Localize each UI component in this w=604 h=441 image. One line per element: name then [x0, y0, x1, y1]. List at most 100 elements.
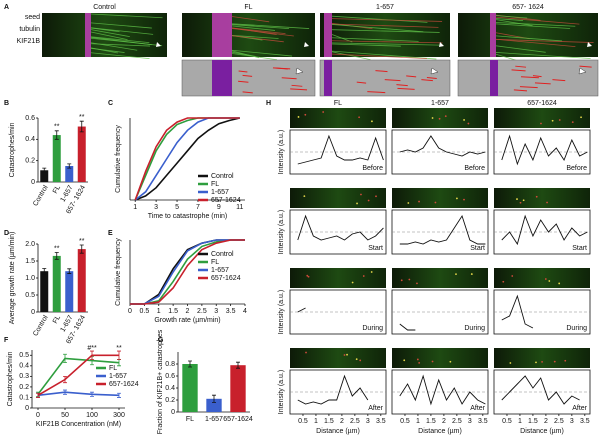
- y-tick-label: 0.1: [19, 394, 29, 401]
- row-label: Start: [368, 245, 383, 252]
- schematic-seed: [324, 60, 332, 96]
- arrowhead: [430, 67, 439, 75]
- x-axis-label: Distance (µm): [316, 428, 360, 435]
- error-bar: [117, 392, 121, 398]
- kymo-streak: [495, 35, 563, 42]
- error-bar: [90, 391, 94, 397]
- series-line: [37, 354, 119, 397]
- kymo-streak: [495, 22, 576, 27]
- speckle: [431, 117, 434, 119]
- error-bar: [42, 268, 47, 275]
- x-tick-label: 2: [544, 418, 548, 425]
- x-tick-label: 2: [186, 308, 190, 315]
- legend-label: 657-1624: [211, 197, 241, 204]
- speckle: [367, 199, 370, 202]
- y-axis-label: Catastrophes/min: [7, 351, 14, 406]
- x-tick-label: FL: [52, 184, 62, 195]
- speckle: [403, 359, 406, 362]
- kymo-legend: KIF21B: [17, 38, 41, 45]
- speckle: [355, 358, 358, 361]
- kymo-streak: [231, 25, 276, 31]
- kymo-streak: [90, 29, 130, 38]
- schematic-event: [238, 80, 249, 83]
- kymo-strip: [494, 108, 590, 128]
- speckle: [322, 111, 325, 113]
- series-line: [37, 357, 120, 395]
- speckle: [558, 119, 561, 121]
- intensity-profile: [399, 135, 486, 157]
- annotation: #**: [87, 345, 97, 352]
- x-tick-label: 4: [243, 308, 247, 315]
- kymo-streak: [90, 52, 150, 60]
- arrowhead: [304, 42, 309, 47]
- y-tick-label: 0.8: [165, 361, 175, 368]
- x-tick-label: 1.5: [324, 418, 334, 425]
- x-tick-label: 3: [570, 418, 574, 425]
- kymo-strip: [494, 348, 590, 368]
- y-axis-label: Intensity (a.u.): [278, 210, 285, 254]
- y-axis-label: Cumulative frequency: [115, 238, 122, 306]
- kymo-streak: [90, 42, 138, 51]
- speckle: [351, 281, 354, 284]
- legend-label: 657-1624: [211, 275, 241, 282]
- kymo-streak: [90, 22, 152, 29]
- speckle: [548, 280, 551, 282]
- panel-letter: H: [266, 100, 271, 107]
- schematic-event: [532, 75, 542, 78]
- speckle: [455, 273, 457, 276]
- schematic-event: [406, 75, 417, 78]
- significance: **: [79, 114, 85, 121]
- y-axis-label: Intensity (a.u.): [278, 130, 285, 174]
- error-bar: [188, 360, 192, 368]
- x-tick-label: 9: [217, 204, 221, 211]
- x-tick-label: 2.5: [554, 418, 564, 425]
- panel-letter: C: [108, 100, 113, 107]
- kymo-streak: [231, 35, 284, 43]
- arrowhead: [587, 42, 592, 47]
- arrowhead: [578, 67, 587, 75]
- bar: [52, 255, 61, 312]
- speckle: [502, 280, 505, 283]
- y-axis-label: Catastrophes/min: [9, 122, 16, 177]
- x-tick-label: 1-657: [205, 416, 223, 423]
- x-tick-label: 5: [175, 204, 179, 211]
- kymo-seed: [212, 13, 232, 57]
- panel-letter: B: [4, 100, 9, 107]
- speckle: [305, 351, 307, 354]
- kymo-streak: [331, 40, 443, 44]
- kymo-title: 657- 1624: [512, 4, 544, 11]
- y-tick-label: 0.2: [19, 384, 29, 391]
- legend-label: FL: [211, 181, 219, 188]
- row-label: Before: [566, 165, 587, 172]
- kymo-strip: [494, 268, 590, 288]
- kymo-streak: [495, 53, 519, 62]
- kymo-streak: [495, 23, 571, 29]
- error-bar: [90, 350, 94, 360]
- kymo-streak: [495, 45, 546, 53]
- y-axis-label: Cumulative frequency: [115, 125, 122, 193]
- speckle: [553, 360, 556, 363]
- speckle: [375, 195, 377, 198]
- schematic-event: [426, 77, 437, 79]
- x-tick-label: Control: [32, 184, 50, 207]
- significance: **: [54, 124, 60, 131]
- speckle: [407, 202, 410, 204]
- error-bar: [79, 120, 84, 133]
- x-tick-label: 0.5: [140, 308, 150, 315]
- kymo-strip: [290, 348, 386, 368]
- panel-letter: D: [4, 230, 9, 237]
- intensity-profile: [501, 294, 534, 329]
- speckle: [358, 116, 361, 119]
- y-axis-label: Fraction of KIF21B+ catastrophes: [157, 329, 164, 434]
- speckle: [434, 201, 437, 204]
- speckle: [535, 361, 537, 364]
- y-tick-label: 0.4: [25, 136, 35, 143]
- kymo-streak: [90, 37, 152, 46]
- x-axis-label: Growth rate (µm/min): [154, 317, 220, 324]
- x-tick-label: 1: [518, 418, 522, 425]
- schematic-event: [242, 74, 253, 77]
- speckle: [359, 359, 362, 362]
- column-title: 1-657: [431, 100, 449, 107]
- x-axis-label: Distance (µm): [418, 428, 462, 435]
- kymo-seed: [490, 13, 496, 57]
